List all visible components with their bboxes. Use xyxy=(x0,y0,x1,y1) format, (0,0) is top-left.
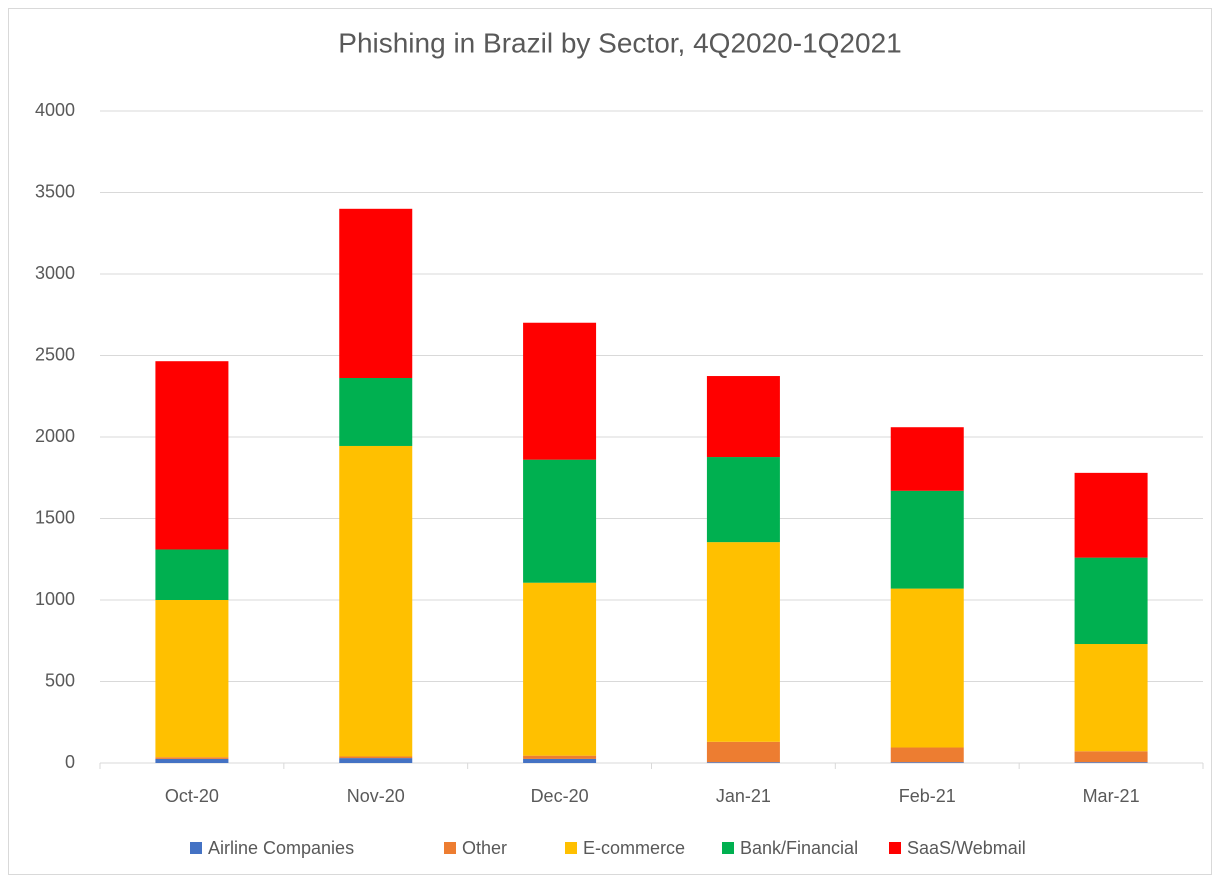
bar-segment xyxy=(523,582,597,756)
y-tick-label: 3000 xyxy=(35,263,75,283)
bar-segment xyxy=(155,757,229,759)
y-tick-label: 1000 xyxy=(35,589,75,609)
bar-segment xyxy=(523,758,597,763)
legend-swatch xyxy=(565,842,577,854)
bar-segment xyxy=(155,361,229,550)
bar-segment xyxy=(155,758,229,763)
legend-swatch xyxy=(190,842,202,854)
x-tick-label: Feb-21 xyxy=(899,786,956,806)
bar-segment xyxy=(1074,762,1148,763)
bar-segment xyxy=(339,756,413,759)
bar-segment xyxy=(339,445,413,757)
bar-segment xyxy=(706,376,780,458)
legend-label: Bank/Financial xyxy=(740,838,858,858)
x-tick-label: Dec-20 xyxy=(531,786,589,806)
bar-segment xyxy=(523,459,597,583)
bar-segment xyxy=(1074,751,1148,763)
legend-label: Other xyxy=(462,838,507,858)
y-tick-label: 500 xyxy=(45,670,75,690)
bar-segment xyxy=(706,457,780,543)
x-tick-label: Nov-20 xyxy=(347,786,405,806)
bar-segment xyxy=(523,322,597,460)
legend-swatch xyxy=(722,842,734,854)
bar-segment xyxy=(706,741,780,763)
bar-segment xyxy=(1074,557,1148,645)
x-tick-label: Mar-21 xyxy=(1083,786,1140,806)
y-tick-label: 2500 xyxy=(35,344,75,364)
y-tick-label: 0 xyxy=(65,752,75,772)
bar-segment xyxy=(339,377,413,446)
bar-segment xyxy=(706,762,780,763)
legend-label: SaaS/Webmail xyxy=(907,838,1026,858)
x-tick-label: Jan-21 xyxy=(716,786,771,806)
legend-label: Airline Companies xyxy=(208,838,354,858)
bar-segment xyxy=(1074,472,1148,558)
y-tick-label: 4000 xyxy=(35,100,75,120)
bar-segment xyxy=(890,588,964,748)
y-tick-label: 1500 xyxy=(35,507,75,527)
bar-segment xyxy=(890,490,964,589)
legend-swatch xyxy=(889,842,901,854)
bar-segment xyxy=(155,549,229,600)
bar-segment xyxy=(890,762,964,763)
y-tick-label: 2000 xyxy=(35,426,75,446)
legend-swatch xyxy=(444,842,456,854)
bar-segment xyxy=(890,747,964,763)
bar-segment xyxy=(1074,644,1148,752)
bar-segment xyxy=(523,755,597,759)
y-tick-label: 3500 xyxy=(35,181,75,201)
bar-segment xyxy=(339,208,413,378)
bar-segment xyxy=(339,758,413,763)
legend-label: E-commerce xyxy=(583,838,685,858)
chart-title: Phishing in Brazil by Sector, 4Q2020-1Q2… xyxy=(338,27,901,58)
bar-segment xyxy=(706,542,780,742)
bar-segment xyxy=(890,427,964,491)
x-tick-label: Oct-20 xyxy=(165,786,219,806)
bar-segment xyxy=(155,600,229,758)
